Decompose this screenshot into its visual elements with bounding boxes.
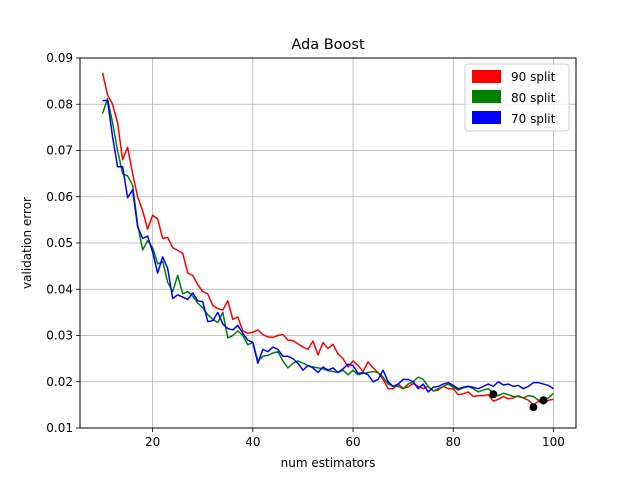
chart-title: Ada Boost [291,37,365,53]
min-marker-80-split [489,390,498,399]
y-tick-label-0-04: 0.04 [46,282,73,296]
y-tick-label-0-05: 0.05 [46,236,73,250]
legend-label-70-split: 70 split [511,112,556,126]
y-tick-label-0-02: 0.02 [46,375,73,389]
series-line-70-split [102,99,554,393]
x-tick-label-60: 60 [345,435,360,449]
y-tick-label-0-07: 0.07 [46,144,73,158]
legend-label-80-split: 80 split [511,91,556,105]
series-lines [101,72,554,406]
min-markers [489,390,548,412]
y-tick-label-0-01: 0.01 [46,421,73,435]
x-tick-label-80: 80 [446,435,461,449]
legend-label-90-split: 90 split [511,70,556,84]
legend-swatch-80-split [472,90,501,103]
legend: 90 split 80 split 70 split [464,63,570,132]
y-tick-label-0-09: 0.09 [46,51,73,65]
axis-ticks: 20 40 60 80 100 0.01 0.02 0.03 0.04 0.05 0.06 0.07 0… [46,51,565,449]
x-axis-label: num estimators [281,456,376,470]
y-tick-label-0-08: 0.08 [46,97,73,111]
min-marker-90-split [529,403,538,412]
legend-swatch-90-split [472,70,501,83]
x-tick-label-100: 100 [542,435,565,449]
x-tick-label-40: 40 [245,435,260,449]
y-tick-label-0-03: 0.03 [46,329,73,343]
y-axis-label: validation error [20,197,34,289]
legend-swatch-70-split [472,111,501,124]
y-tick-label-0-06: 0.06 [46,190,73,204]
series-line-90-split [101,72,554,406]
x-tick-label-20: 20 [145,435,160,449]
min-marker-70-split [539,396,548,405]
